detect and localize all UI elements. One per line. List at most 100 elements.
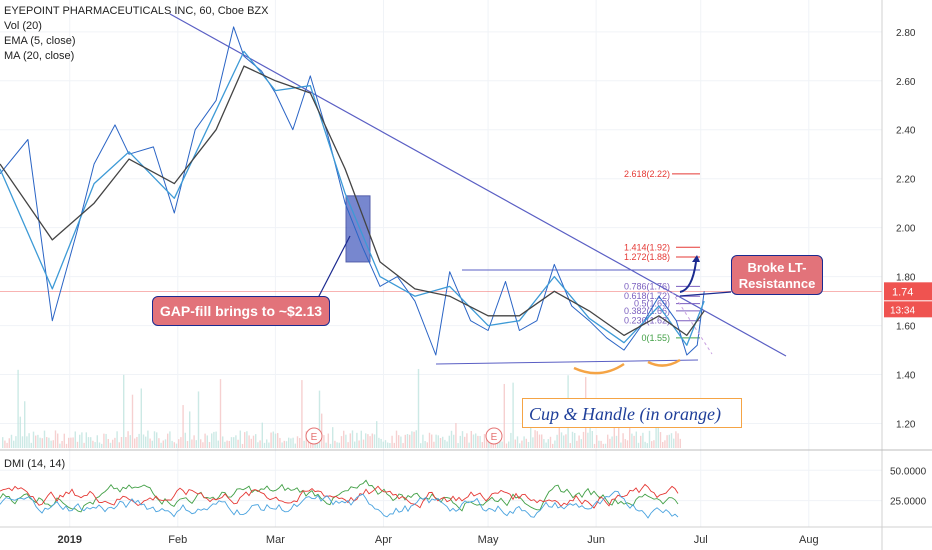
volume-bar [435, 434, 437, 448]
volume-bar [292, 437, 294, 448]
volume-bar [233, 437, 235, 448]
volume-bar [549, 436, 552, 448]
cup-handle-annotation[interactable]: Cup & Handle (in orange) [522, 398, 742, 428]
volume-bar [373, 434, 376, 448]
volume-bar [514, 439, 516, 448]
volume-bar [593, 443, 596, 448]
volume-bar [428, 432, 431, 448]
volume-bar [424, 441, 426, 448]
volume-bar [343, 430, 345, 448]
volume-bar [512, 382, 514, 448]
handle-arc [647, 358, 681, 367]
volume-bar [521, 440, 523, 448]
volume-bar [444, 439, 446, 448]
volume-bar [576, 440, 578, 448]
volume-bar [670, 433, 673, 448]
volume-bar [307, 438, 310, 448]
volume-bar [519, 443, 521, 448]
volume-bar [334, 440, 336, 448]
countdown-value: 13:34 [890, 305, 915, 316]
volume-bar [486, 434, 488, 448]
volume-bar [85, 432, 87, 448]
volume-bar [439, 437, 442, 448]
volume-bar [413, 431, 415, 448]
volume-bar [294, 443, 296, 448]
volume-bar [321, 413, 323, 448]
volume-bar [305, 431, 307, 448]
dmi-line-1 [0, 483, 679, 509]
volume-bar [503, 383, 505, 448]
volume-bar [587, 432, 589, 448]
volume-bar [538, 434, 541, 448]
volume-bar [527, 442, 530, 448]
volume-bar [450, 430, 453, 448]
volume-bar [52, 440, 54, 448]
volume-bar [90, 437, 92, 448]
volume-bar [167, 433, 169, 448]
volume-bar [624, 439, 626, 448]
projection-dashed-line [671, 291, 713, 355]
volume-bar [640, 435, 642, 448]
volume-bar [380, 438, 382, 448]
dmi-legend: DMI (14, 14) [4, 458, 66, 470]
volume-bar [525, 438, 527, 448]
volume-bar [448, 435, 450, 448]
volume-bar [402, 443, 404, 448]
broke-resistance-annotation[interactable]: Broke LT- Resistannce [731, 255, 823, 295]
fib-label-7: 0.236(1.62) [624, 316, 670, 326]
volume-bar [169, 431, 171, 448]
volume-bar [461, 431, 464, 448]
volume-bar [94, 442, 96, 448]
volume-bar [398, 435, 400, 448]
y-tick-label-6: 1.60 [896, 322, 916, 333]
volume-bar [35, 435, 37, 448]
volume-bar [32, 431, 35, 448]
fib-label-2: 1.272(1.88) [624, 252, 670, 262]
x-tick-label-0: 2019 [57, 534, 81, 546]
volume-bar [598, 440, 600, 448]
volume-bar [338, 442, 340, 448]
volume-bar [327, 433, 329, 448]
volume-bar [387, 442, 389, 448]
volume-bar [279, 437, 281, 448]
volume-bar [431, 434, 433, 448]
volume-bar [101, 443, 103, 448]
volume-bar [677, 433, 679, 448]
y-tick-label-8: 1.20 [896, 420, 916, 431]
volume-bar [263, 442, 266, 448]
fib-label-0: 2.618(2.22) [624, 169, 670, 179]
volume-bar [637, 442, 640, 448]
volume-bar [384, 440, 387, 448]
gap-fill-annotation[interactable]: GAP-fill brings to ~$2.13 [152, 296, 330, 326]
y-tick-label-1: 2.60 [896, 77, 916, 88]
volume-bar [376, 421, 378, 448]
volume-bar [510, 432, 512, 448]
y-tick-label-0: 2.80 [896, 28, 916, 39]
cup-arc [573, 362, 625, 375]
volume-bar [138, 433, 140, 448]
series-line-2 [0, 65, 705, 337]
volume-bar [543, 439, 545, 448]
price-series [0, 26, 705, 356]
volume-bar [158, 438, 160, 448]
volume-bar [272, 431, 274, 448]
volume-bar [114, 437, 116, 448]
volume-bar [596, 435, 598, 448]
earnings-marker-label-1: E [491, 432, 498, 443]
volume-bar [285, 441, 288, 448]
volume-bar [411, 431, 413, 448]
volume-bar [193, 435, 195, 448]
volume-bar [41, 438, 43, 448]
volume-bar [494, 442, 497, 448]
volume-bar [208, 442, 211, 448]
volume-bar [21, 436, 24, 448]
volume-bar [409, 434, 411, 448]
volume-bar [668, 434, 670, 448]
volume-bar [250, 438, 252, 448]
y-tick-label-3: 2.20 [896, 175, 916, 186]
volume-bar [79, 434, 81, 448]
volume-bar [57, 433, 59, 448]
volume-bar [151, 440, 153, 448]
